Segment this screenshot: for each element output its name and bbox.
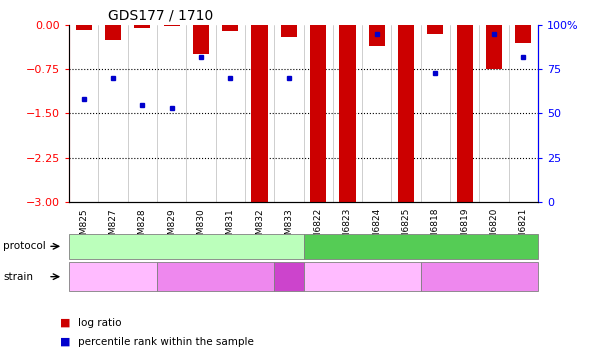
Bar xyxy=(340,25,356,202)
Bar xyxy=(193,25,209,54)
Text: CMV_AD169: CMV_AD169 xyxy=(259,271,319,282)
Bar xyxy=(486,25,502,69)
Text: protocol: protocol xyxy=(3,241,46,251)
Bar xyxy=(515,25,531,42)
Bar xyxy=(398,25,414,202)
Text: active: active xyxy=(168,240,204,253)
Text: fhCMV-H: fhCMV-H xyxy=(195,272,236,282)
Text: fhCMV-T: fhCMV-T xyxy=(93,272,133,282)
Text: GDS177 / 1710: GDS177 / 1710 xyxy=(108,9,213,23)
Bar xyxy=(76,25,92,30)
Text: fhCMV-H: fhCMV-H xyxy=(459,272,500,282)
Text: log ratio: log ratio xyxy=(78,318,121,328)
Text: ■: ■ xyxy=(60,318,70,328)
Text: strain: strain xyxy=(3,272,33,282)
Text: UV-inactivated: UV-inactivated xyxy=(377,240,464,253)
Bar xyxy=(251,25,267,202)
Bar xyxy=(281,25,297,37)
Bar xyxy=(105,25,121,40)
Bar xyxy=(427,25,444,34)
Bar xyxy=(222,25,239,31)
Text: fhCMV-T: fhCMV-T xyxy=(343,272,382,282)
Bar xyxy=(163,25,180,26)
Bar xyxy=(457,25,473,202)
Bar xyxy=(368,25,385,46)
Text: ■: ■ xyxy=(60,337,70,347)
Bar xyxy=(134,25,150,28)
Text: percentile rank within the sample: percentile rank within the sample xyxy=(78,337,254,347)
Bar xyxy=(310,25,326,202)
